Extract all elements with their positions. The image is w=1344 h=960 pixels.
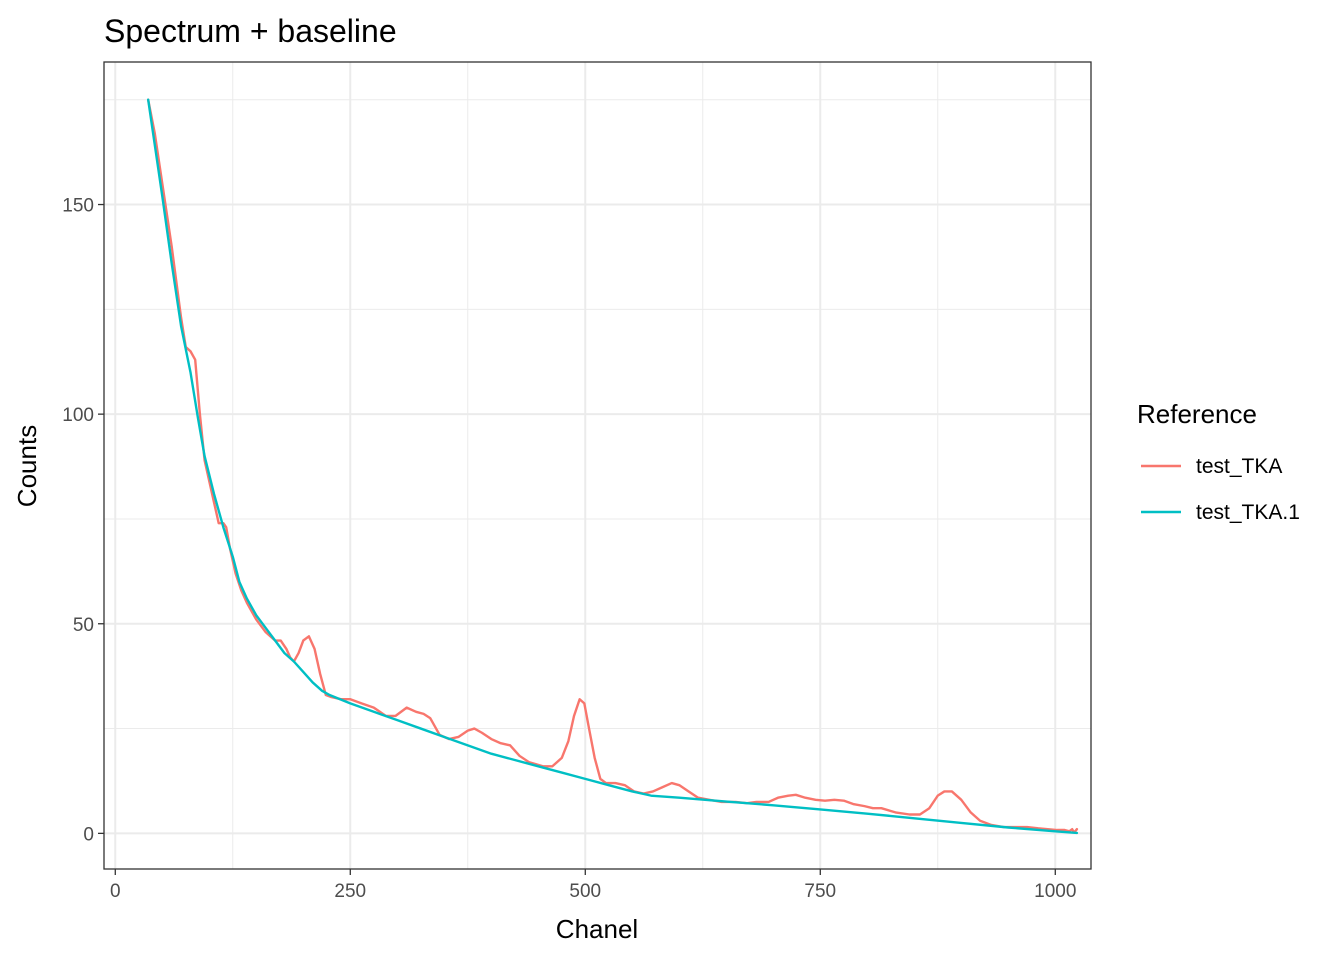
legend-items: test_TKA test_TKA.1 — [1141, 455, 1300, 524]
legend-title: Reference — [1137, 399, 1257, 429]
y-tick-label: 50 — [73, 615, 94, 636]
y-axis-title: Counts — [12, 425, 42, 507]
series-line-test_TKA — [146, 98, 1079, 834]
series-lines — [146, 98, 1079, 835]
x-tick-label: 250 — [334, 881, 366, 902]
grid-minor — [104, 62, 1091, 869]
legend-label-test_TKA.1: test_TKA.1 — [1196, 501, 1300, 524]
x-axis-ticks: 0 250 500 750 1000 — [110, 869, 1076, 902]
x-tick-label: 500 — [569, 881, 601, 902]
series-line-test_TKA.1 — [146, 98, 1079, 835]
legend-label-test_TKA: test_TKA — [1196, 455, 1282, 478]
legend: Reference test_TKA test_TKA.1 — [1137, 399, 1300, 524]
x-axis-title: Chanel — [556, 914, 638, 944]
x-tick-label: 0 — [110, 881, 121, 902]
x-tick-label: 1000 — [1034, 881, 1076, 902]
plot-panel-border — [103, 61, 1092, 870]
y-tick-label: 100 — [62, 405, 94, 426]
y-tick-label: 150 — [62, 196, 94, 217]
grid-major — [104, 62, 1091, 869]
y-axis-ticks: 0 50 100 150 — [62, 196, 104, 845]
y-tick-label: 0 — [83, 824, 94, 845]
chart-title: Spectrum + baseline — [104, 13, 397, 49]
x-tick-label: 750 — [804, 881, 836, 902]
